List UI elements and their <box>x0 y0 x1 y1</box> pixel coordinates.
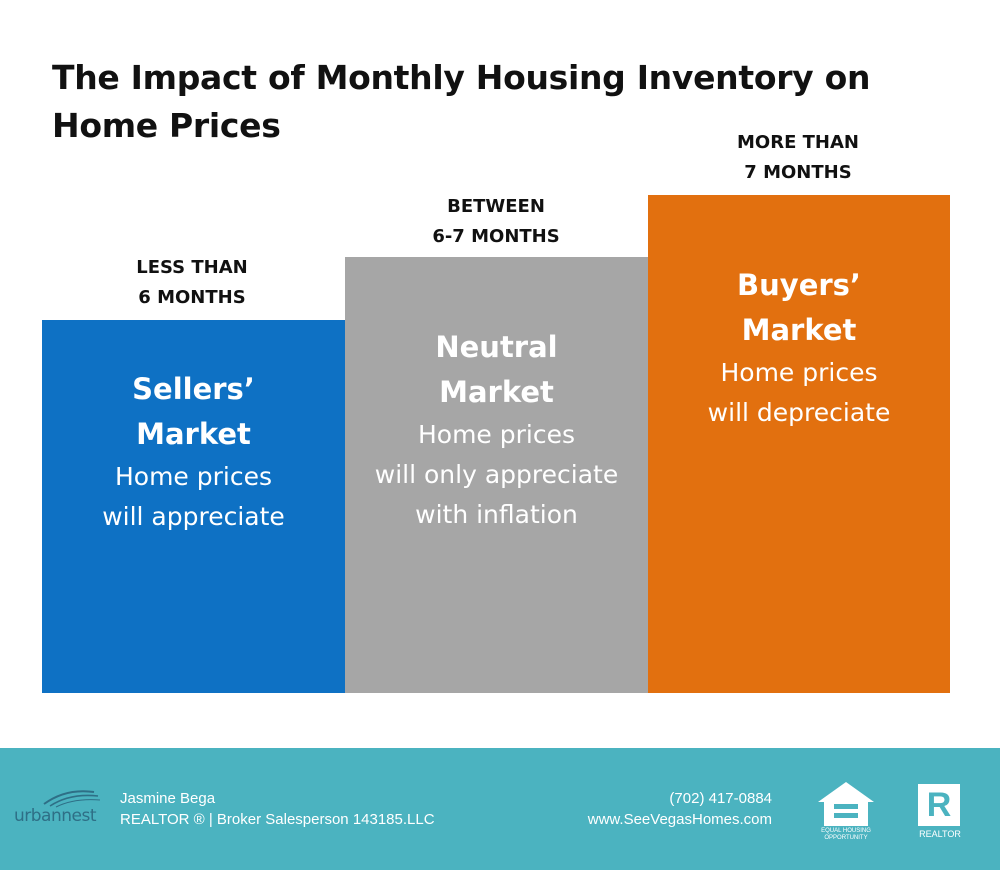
range-label-line: BETWEEN <box>447 196 545 217</box>
realtor-text: REALTOR <box>919 829 961 839</box>
description-line: Home prices <box>417 420 576 449</box>
range-label-line: 7 MONTHS <box>744 162 852 183</box>
description-line: will only appreciate <box>374 460 619 489</box>
range-label-line: LESS THAN <box>136 257 248 278</box>
phone-number[interactable]: (702) 417-0884 <box>669 790 772 807</box>
agent-title: REALTOR ® | Broker Salesperson 143185.LL… <box>120 811 435 828</box>
agent-name: Jasmine Bega <box>120 790 216 807</box>
market-name-line: Market <box>741 313 857 347</box>
footer-bar: urbannest Jasmine Bega REALTOR ® | Broke… <box>0 748 1000 870</box>
website-link[interactable]: www.SeeVegasHomes.com <box>587 811 772 828</box>
market-name-line: Market <box>439 375 554 409</box>
market-description: Home prices will only appreciate with in… <box>345 415 648 535</box>
range-label-line: 6 MONTHS <box>138 287 246 308</box>
range-label-neutral: BETWEEN 6-7 MONTHS <box>346 192 646 252</box>
market-name: Buyers’ Market <box>648 263 950 353</box>
market-description: Home prices will appreciate <box>42 457 345 537</box>
sellers-market-block: Sellers’ Market Home prices will appreci… <box>42 320 345 693</box>
equal-housing-opportunity-icon: EQUAL HOUSING OPPORTUNITY <box>814 780 878 844</box>
description-line: Home prices <box>114 462 273 491</box>
neutral-market-block: Neutral Market Home prices will only app… <box>345 257 648 693</box>
description-line: will appreciate <box>102 502 285 531</box>
realtor-logo-icon: R REALTOR <box>914 784 966 844</box>
range-label-buyers: MORE THAN 7 MONTHS <box>648 128 948 188</box>
description-line: Home prices <box>720 358 878 387</box>
range-label-line: 6-7 MONTHS <box>432 226 560 247</box>
market-name-line: Buyers’ <box>737 268 861 302</box>
market-name-line: Neutral <box>435 330 558 364</box>
range-label-line: MORE THAN <box>737 132 859 153</box>
buyers-market-block: Buyers’ Market Home prices will deprecia… <box>648 195 950 693</box>
realtor-r-letter: R <box>926 786 952 824</box>
logo-wordmark: urbannest <box>14 806 97 826</box>
description-line: will depreciate <box>707 398 891 427</box>
market-name-line: Market <box>136 417 251 451</box>
equal-housing-line: OPPORTUNITY <box>824 835 868 841</box>
urbannest-logo-icon: urbannest <box>14 784 106 844</box>
contact-info: (702) 417-0884 www.SeeVegasHomes.com <box>588 788 772 830</box>
equal-housing-text: EQUAL HOUSING OPPORTUNITY <box>814 828 878 842</box>
market-description: Home prices will depreciate <box>648 353 950 433</box>
page-title: The Impact of Monthly Housing Inventory … <box>52 58 871 145</box>
realtor-r-box: R <box>918 784 960 826</box>
agent-info: Jasmine Bega REALTOR ® | Broker Salesper… <box>120 788 435 830</box>
market-name-line: Sellers’ <box>132 372 255 406</box>
market-name: Sellers’ Market <box>42 367 345 457</box>
range-label-sellers: LESS THAN 6 MONTHS <box>42 253 342 313</box>
market-name: Neutral Market <box>345 325 648 415</box>
equal-housing-line: EQUAL HOUSING <box>821 828 871 834</box>
description-line: with inflation <box>415 500 578 529</box>
